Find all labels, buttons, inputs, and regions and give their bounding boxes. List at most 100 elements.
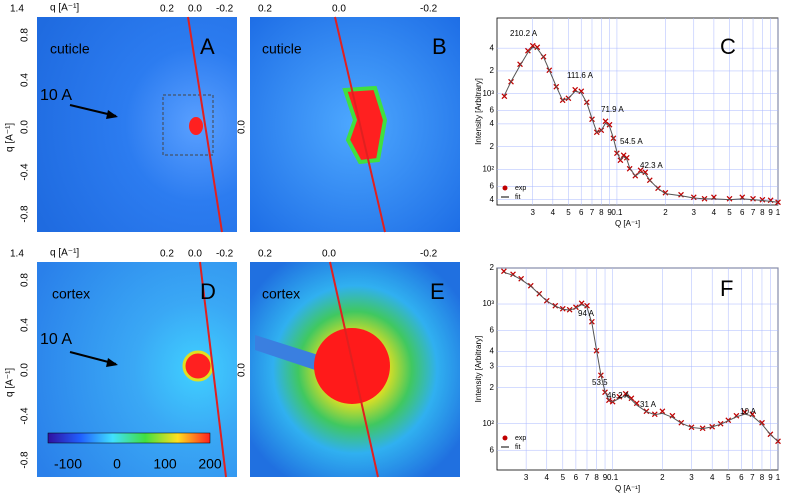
x-tick-label: 8: [599, 208, 604, 217]
tick-label: -0.2: [216, 4, 234, 15]
data-point: ✕: [774, 437, 782, 447]
legend-label: exp: [515, 435, 526, 442]
tick-label: 0.2: [160, 4, 174, 15]
x-tick-label: 6: [579, 208, 584, 217]
x-tick-label: 6: [740, 208, 745, 217]
axis-label: q [A⁻¹]: [5, 368, 16, 397]
x-tick-label: 9: [607, 208, 612, 217]
annotation: 42.3 A: [640, 161, 663, 170]
data-point: ✕: [677, 190, 685, 200]
x-tick-label: 8: [594, 473, 599, 482]
data-point: ✕: [749, 194, 757, 204]
x-tick-label: 4: [712, 208, 717, 217]
y-tick-label: 10³: [482, 299, 494, 308]
y-tick-label: 10²: [482, 165, 494, 174]
data-point: ✕: [578, 298, 586, 308]
tick-label: 0.0: [188, 4, 202, 15]
y-axis-title: Intensity [Arbitrary]: [474, 336, 483, 403]
colorbar: [47, 432, 211, 444]
x-tick-label: 7: [750, 473, 755, 482]
tick-label: -0.4: [20, 407, 31, 425]
x-tick-label: 5: [561, 473, 566, 482]
tick-label: 0.0: [188, 249, 202, 260]
fit-line: [503, 271, 779, 442]
x-tick-label: 5: [566, 208, 571, 217]
tick-label: 0.2: [258, 249, 272, 260]
data-point: ✕: [767, 196, 775, 206]
data-point: ✕: [659, 406, 667, 416]
plot-area: [496, 267, 779, 471]
tick-label: 0.0: [322, 249, 336, 260]
data-point: ✕: [622, 389, 630, 399]
tick-label: 1.4: [10, 249, 24, 260]
y-tick-label: 4: [490, 43, 495, 52]
tick-label: 0.0: [20, 120, 31, 134]
annotation: 54.5 A: [620, 137, 643, 146]
x-tick-label: 6: [574, 473, 579, 482]
x-tick-label: 3: [689, 473, 694, 482]
sample-label: cortex: [262, 286, 300, 302]
annotation: 31 A: [640, 400, 657, 409]
panel-label: E: [430, 279, 445, 304]
y-tick-label: 6: [490, 106, 495, 115]
x-tick-label: 2: [660, 473, 665, 482]
y-tick-label: 4: [490, 119, 495, 128]
data-point: ✕: [759, 195, 767, 205]
data-point: ✕: [516, 59, 524, 69]
x-tick-label: 2: [663, 208, 668, 217]
beamstop: [189, 117, 203, 135]
legend-label: fit: [515, 444, 521, 451]
red-line: [329, 261, 379, 478]
x-tick-label: 4: [551, 208, 556, 217]
data-point: ✕: [613, 148, 621, 158]
sample-label: cuticle: [262, 41, 302, 57]
mask: [162, 94, 214, 156]
x-tick-label: 7: [585, 473, 590, 482]
tick-label: 0.0: [237, 120, 248, 134]
y-tick-label: 10²: [482, 419, 494, 428]
x-tick-label: 3: [692, 208, 697, 217]
x-tick-label: 1: [776, 208, 781, 217]
x-tick-label: 3: [531, 208, 536, 217]
data-point: ✕: [774, 197, 782, 207]
axis-label: q [A⁻¹]: [5, 123, 16, 152]
data-point: ✕: [710, 192, 718, 202]
x-tick-label: 8: [760, 473, 765, 482]
data-point: ✕: [726, 194, 734, 204]
red-line: [334, 16, 386, 233]
x-tick-label: 3: [524, 473, 529, 482]
fit-line: [503, 46, 779, 203]
tick-label: 0.8: [20, 28, 31, 42]
y-tick-label: 10³: [482, 89, 494, 98]
sample-label: cortex: [52, 286, 90, 302]
tick-label: 0.0: [20, 363, 31, 377]
data-point: ✕: [606, 120, 614, 130]
tick-label: -0.8: [20, 205, 31, 223]
x-tick-label: 5: [727, 208, 732, 217]
data-point: ✕: [628, 394, 636, 404]
y-tick-label: 2: [490, 142, 495, 151]
tick-label: 0.4: [20, 73, 31, 87]
x-tick-label: 0.1: [607, 473, 619, 482]
axis-label: q [A⁻¹]: [50, 248, 79, 259]
data-point: ✕: [749, 409, 757, 419]
data-point: ✕: [642, 167, 650, 177]
arrowhead: [106, 110, 118, 119]
data-point: ✕: [690, 192, 698, 202]
data-point: ✕: [501, 92, 509, 102]
data-point: ✕: [524, 46, 532, 56]
legend-label: exp: [515, 185, 526, 192]
data-point: ✕: [616, 392, 624, 402]
tick-label: 0.0: [237, 363, 248, 377]
colorbar-label: 200: [198, 456, 222, 472]
tick-label: -0.2: [420, 249, 438, 260]
beamstop: [314, 328, 390, 404]
annotation: 53.5: [592, 378, 608, 387]
tick-label: 0.2: [160, 249, 174, 260]
data-point: ✕: [669, 411, 677, 421]
x-tick-label: 5: [726, 473, 731, 482]
y-tick-label: 4: [490, 347, 495, 356]
tick-label: -0.2: [216, 249, 234, 260]
annotation: 10 A: [740, 407, 757, 416]
